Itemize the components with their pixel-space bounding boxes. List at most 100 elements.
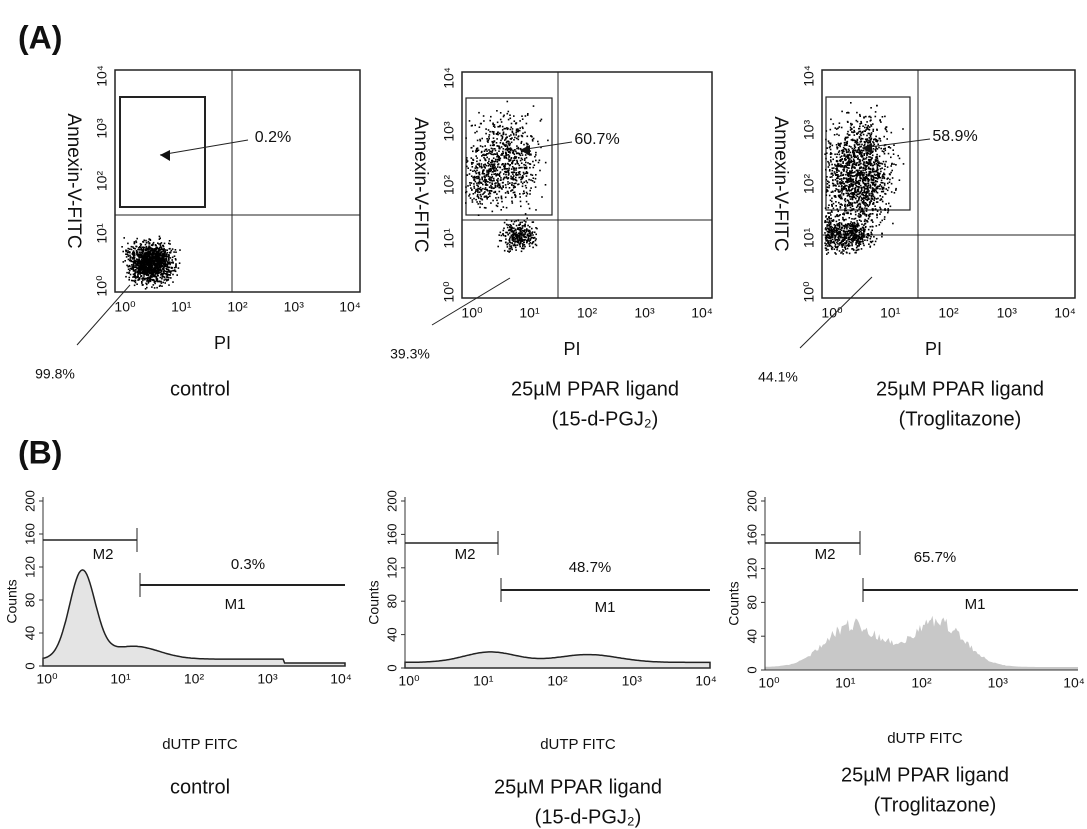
event-dot bbox=[504, 138, 507, 140]
event-dot bbox=[490, 202, 492, 204]
event-dot bbox=[144, 267, 146, 269]
event-dot bbox=[525, 200, 528, 203]
event-dot bbox=[493, 161, 496, 163]
event-dot bbox=[858, 244, 860, 246]
event-dot bbox=[842, 249, 844, 251]
event-dot bbox=[835, 128, 838, 130]
event-dot bbox=[870, 137, 873, 140]
event-dot bbox=[143, 266, 145, 269]
event-dot bbox=[834, 252, 836, 254]
event-dot bbox=[844, 185, 846, 188]
event-dot bbox=[843, 188, 845, 190]
event-dot bbox=[835, 253, 837, 255]
event-dot bbox=[529, 235, 532, 237]
event-dot bbox=[513, 171, 516, 174]
event-dot bbox=[478, 171, 480, 174]
event-dot bbox=[510, 230, 513, 233]
event-dot bbox=[137, 270, 140, 273]
event-dot bbox=[856, 155, 859, 157]
event-dot bbox=[845, 165, 848, 167]
event-dot bbox=[472, 193, 475, 195]
event-dot bbox=[840, 189, 842, 192]
event-dot bbox=[834, 234, 836, 237]
event-dot bbox=[125, 249, 127, 252]
event-dot bbox=[833, 241, 835, 243]
event-dot bbox=[147, 273, 150, 276]
event-dot bbox=[134, 270, 136, 272]
event-dot bbox=[831, 167, 834, 169]
event-dot bbox=[827, 236, 829, 238]
event-dot bbox=[831, 190, 834, 193]
event-dot bbox=[501, 200, 503, 203]
event-dot bbox=[842, 242, 845, 245]
event-dot bbox=[834, 153, 836, 156]
event-dot bbox=[868, 129, 871, 131]
event-dot bbox=[149, 269, 151, 272]
event-dot bbox=[167, 266, 170, 268]
event-dot bbox=[847, 185, 850, 188]
y-tick-label: 0 bbox=[384, 664, 399, 671]
event-dot bbox=[836, 169, 838, 171]
event-dot bbox=[871, 154, 874, 157]
event-dot bbox=[860, 132, 862, 134]
event-dot bbox=[519, 221, 522, 224]
event-dot bbox=[869, 142, 871, 144]
event-dot bbox=[166, 272, 168, 274]
event-dot bbox=[846, 205, 848, 207]
event-dot bbox=[142, 246, 144, 248]
event-dot bbox=[135, 271, 137, 273]
event-dot bbox=[167, 255, 169, 258]
event-dot bbox=[177, 267, 180, 269]
event-dot bbox=[136, 283, 138, 285]
event-dot bbox=[535, 159, 537, 162]
event-dot bbox=[144, 288, 147, 290]
event-dot bbox=[484, 167, 486, 169]
event-dot bbox=[828, 218, 831, 220]
event-dot bbox=[511, 176, 514, 179]
event-dot bbox=[863, 230, 865, 233]
event-dot bbox=[828, 164, 831, 166]
event-dot bbox=[486, 153, 488, 155]
x-tick-label: 10⁰ bbox=[461, 305, 483, 321]
event-dot bbox=[872, 179, 875, 181]
event-dot bbox=[839, 214, 841, 216]
event-dot bbox=[845, 149, 848, 151]
event-dot bbox=[844, 156, 847, 158]
event-dot bbox=[866, 185, 868, 188]
event-dot bbox=[519, 243, 521, 246]
event-dot bbox=[155, 258, 158, 261]
event-dot bbox=[846, 240, 848, 242]
event-dot bbox=[863, 165, 865, 167]
event-dot bbox=[518, 129, 521, 132]
x-tick-label: 10⁴ bbox=[691, 305, 713, 321]
event-dot bbox=[873, 188, 876, 191]
event-dot bbox=[162, 268, 164, 270]
event-dot bbox=[142, 260, 145, 262]
event-dot bbox=[852, 235, 855, 238]
event-dot bbox=[863, 200, 865, 202]
event-dot bbox=[826, 188, 828, 191]
event-dot bbox=[828, 162, 830, 164]
event-dot bbox=[883, 135, 885, 138]
event-dot bbox=[881, 175, 884, 178]
event-dot bbox=[830, 156, 832, 158]
event-dot bbox=[523, 143, 525, 146]
event-dot bbox=[861, 237, 864, 240]
event-dot bbox=[524, 131, 526, 134]
event-dot bbox=[499, 124, 501, 127]
event-dot bbox=[520, 250, 523, 253]
event-dot bbox=[834, 229, 836, 232]
event-dot bbox=[532, 105, 535, 107]
event-dot bbox=[486, 196, 488, 199]
event-dot bbox=[466, 174, 469, 176]
event-dot bbox=[505, 231, 507, 234]
event-dot bbox=[846, 167, 849, 169]
event-dot bbox=[148, 250, 151, 253]
event-dot bbox=[142, 258, 144, 260]
event-dot bbox=[137, 265, 140, 267]
event-dot bbox=[847, 233, 850, 235]
event-dot bbox=[834, 237, 836, 239]
event-dot bbox=[843, 250, 845, 252]
x-axis-label: PI bbox=[925, 339, 942, 359]
event-dot bbox=[883, 218, 886, 220]
